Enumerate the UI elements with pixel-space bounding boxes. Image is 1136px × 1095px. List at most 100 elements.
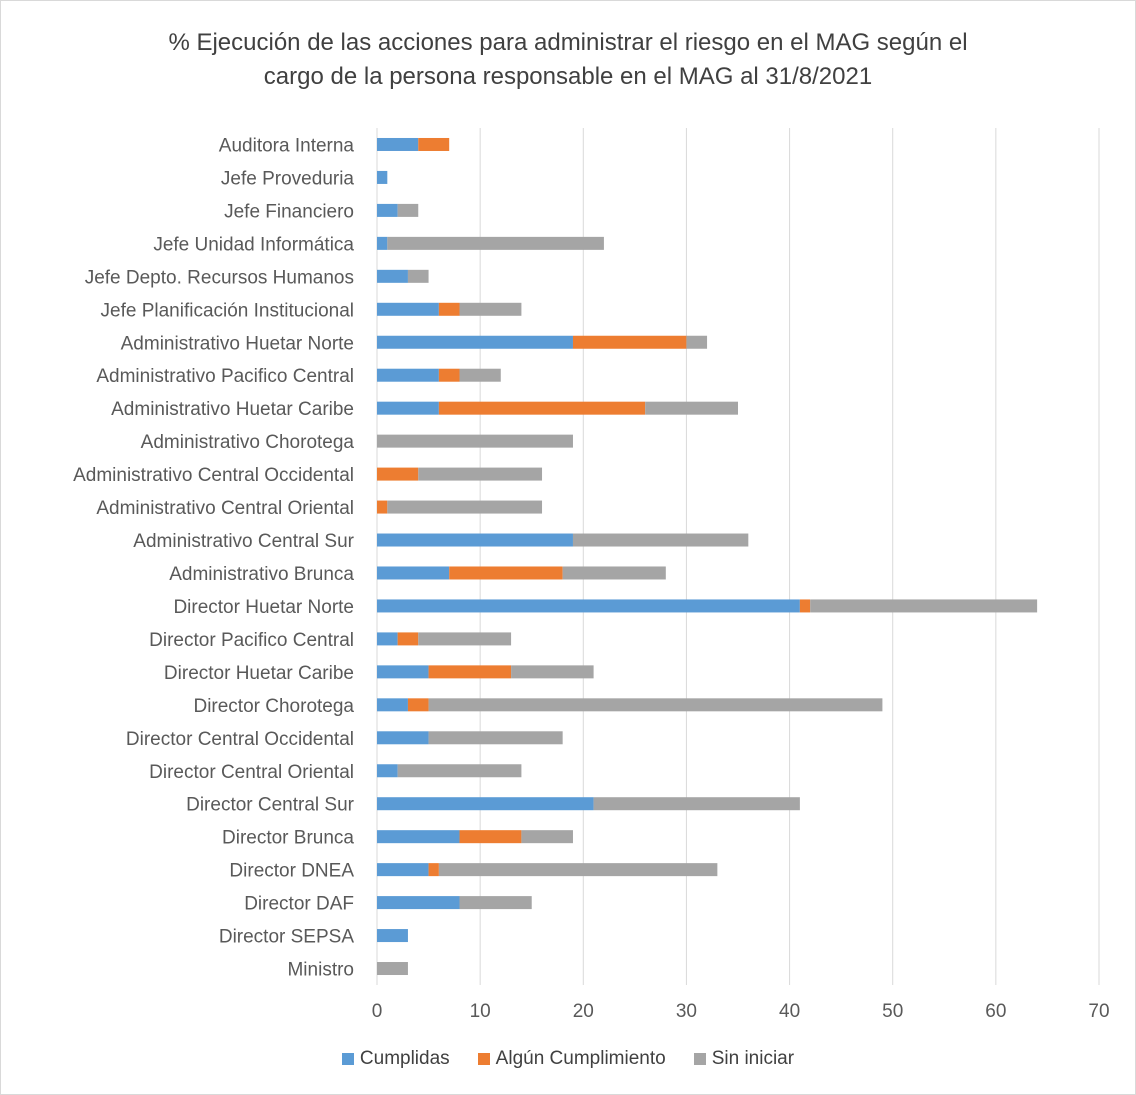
y-category-label-8: Administrativo Huetar Caribe [111, 399, 354, 420]
bar-algun-cumplimiento-7 [438, 368, 460, 382]
bar-algun-cumplimiento-10 [377, 467, 419, 481]
y-category-label-15: Director Pacifico Central [149, 630, 354, 651]
y-category-label-4: Jefe Depto. Recursos Humanos [85, 267, 354, 288]
bar-cumplidas-13 [377, 566, 450, 580]
bar-algun-cumplimiento-8 [438, 401, 646, 415]
bar-cumplidas-2 [377, 203, 398, 217]
bar-sin-iniciar-13 [562, 566, 666, 580]
bar-cumplidas-0 [377, 137, 419, 151]
bar-sin-iniciar-9 [377, 434, 573, 448]
y-category-label-11: Administrativo Central Oriental [96, 498, 354, 519]
y-category-label-14: Director Huetar Norte [173, 597, 354, 618]
y-category-label-9: Administrativo Chorotega [141, 432, 355, 453]
bar-sin-iniciar-6 [686, 335, 708, 349]
bar-cumplidas-12 [377, 533, 573, 547]
y-category-label-7: Administrativo Pacifico Central [96, 366, 354, 387]
legend-swatch-sin-iniciar [693, 1053, 706, 1065]
y-category-label-12: Administrativo Central Sur [133, 531, 354, 552]
y-category-label-24: Director SEPSA [219, 927, 354, 948]
x-tick-label-3: 30 [676, 1001, 697, 1022]
y-category-label-10: Administrativo Central Occidental [73, 465, 354, 486]
bar-sin-iniciar-3 [387, 236, 604, 250]
y-category-label-6: Administrativo Huetar Norte [121, 333, 354, 354]
bar-sin-iniciar-19 [397, 764, 522, 778]
bar-cumplidas-19 [377, 764, 398, 778]
y-category-label-21: Director Brunca [222, 828, 354, 849]
bar-sin-iniciar-7 [459, 368, 501, 382]
bar-algun-cumplimiento-13 [449, 566, 563, 580]
bar-sin-iniciar-12 [572, 533, 749, 547]
y-category-label-23: Director DAF [244, 894, 354, 915]
bar-cumplidas-4 [377, 269, 408, 283]
bar-sin-iniciar-4 [407, 269, 429, 283]
bar-algun-cumplimiento-11 [377, 500, 388, 514]
bar-cumplidas-21 [377, 830, 460, 844]
bar-cumplidas-1 [377, 170, 388, 184]
bar-algun-cumplimiento-16 [428, 665, 512, 679]
chart-title-line-2: cargo de la persona responsable en el MA… [263, 63, 873, 90]
legend-label-algun-cumplimiento: Algún Cumplimiento [495, 1048, 666, 1069]
y-category-label-16: Director Huetar Caribe [164, 663, 354, 684]
bar-cumplidas-14 [377, 599, 800, 613]
x-tick-label-5: 50 [882, 1001, 903, 1022]
legend: Cumplidas Algún Cumplimiento Sin iniciar [0, 1048, 1136, 1070]
bar-algun-cumplimiento-5 [438, 302, 460, 316]
legend-swatch-cumplidas [341, 1053, 354, 1065]
chart-title-line-1: % Ejecución de las acciones para adminis… [168, 29, 968, 56]
legend-swatch-algun-cumplimiento [477, 1053, 490, 1065]
bar-sin-iniciar-21 [521, 830, 573, 844]
bar-sin-iniciar-2 [397, 203, 419, 217]
bar-sin-iniciar-14 [810, 599, 1038, 613]
y-category-label-17: Director Chorotega [193, 696, 354, 717]
bar-sin-iniciar-16 [511, 665, 594, 679]
bar-cumplidas-8 [377, 401, 439, 415]
bar-algun-cumplimiento-0 [418, 137, 450, 151]
bar-sin-iniciar-5 [459, 302, 522, 316]
bar-sin-iniciar-25 [377, 962, 408, 976]
bar-cumplidas-18 [377, 731, 429, 745]
x-tick-label-0: 0 [372, 1001, 383, 1022]
bar-sin-iniciar-22 [438, 863, 718, 877]
bar-cumplidas-24 [377, 929, 408, 943]
bar-sin-iniciar-15 [418, 632, 512, 646]
y-category-label-3: Jefe Unidad Informática [153, 234, 354, 255]
legend-label-cumplidas: Cumplidas [359, 1048, 450, 1069]
bar-cumplidas-17 [377, 698, 408, 712]
x-tick-label-4: 40 [779, 1001, 800, 1022]
bar-sin-iniciar-11 [387, 500, 543, 514]
legend-item-algun-cumplimiento: Algún Cumplimiento [477, 1048, 666, 1070]
bar-sin-iniciar-20 [593, 797, 800, 811]
bar-algun-cumplimiento-15 [397, 632, 419, 646]
y-category-label-19: Director Central Oriental [149, 762, 354, 783]
x-tick-label-6: 60 [985, 1001, 1006, 1022]
bar-algun-cumplimiento-22 [428, 863, 439, 877]
bar-algun-cumplimiento-14 [799, 599, 811, 613]
legend-item-cumplidas: Cumplidas [341, 1048, 450, 1070]
legend-item-sin-iniciar: Sin iniciar [693, 1048, 794, 1070]
y-category-label-18: Director Central Occidental [126, 729, 354, 750]
bar-sin-iniciar-10 [418, 467, 543, 481]
bar-cumplidas-20 [377, 797, 594, 811]
y-category-label-0: Auditora Interna [219, 135, 355, 156]
y-category-label-5: Jefe Planificación Institucional [101, 300, 354, 321]
bar-algun-cumplimiento-6 [572, 335, 687, 349]
bar-sin-iniciar-8 [645, 401, 738, 415]
y-category-label-1: Jefe Proveduria [221, 168, 355, 189]
x-tick-label-1: 10 [470, 1001, 491, 1022]
chart-title: % Ejecución de las acciones para adminis… [0, 26, 1136, 94]
y-category-label-25: Ministro [287, 960, 354, 981]
bar-cumplidas-16 [377, 665, 429, 679]
y-category-label-22: Director DNEA [229, 861, 354, 882]
bar-cumplidas-15 [377, 632, 398, 646]
x-tick-label-7: 70 [1088, 1001, 1109, 1022]
bar-sin-iniciar-18 [428, 731, 563, 745]
bar-cumplidas-6 [377, 335, 573, 349]
y-category-label-2: Jefe Financiero [224, 201, 354, 222]
bar-algun-cumplimiento-17 [407, 698, 429, 712]
bar-chart: 0 10 20 30 40 50 60 70 Auditora Interna Jefe Prov… [73, 128, 1110, 1022]
bar-cumplidas-3 [377, 236, 388, 250]
bar-cumplidas-23 [377, 896, 460, 910]
bar-sin-iniciar-17 [428, 698, 883, 712]
bar-sin-iniciar-23 [459, 896, 532, 910]
